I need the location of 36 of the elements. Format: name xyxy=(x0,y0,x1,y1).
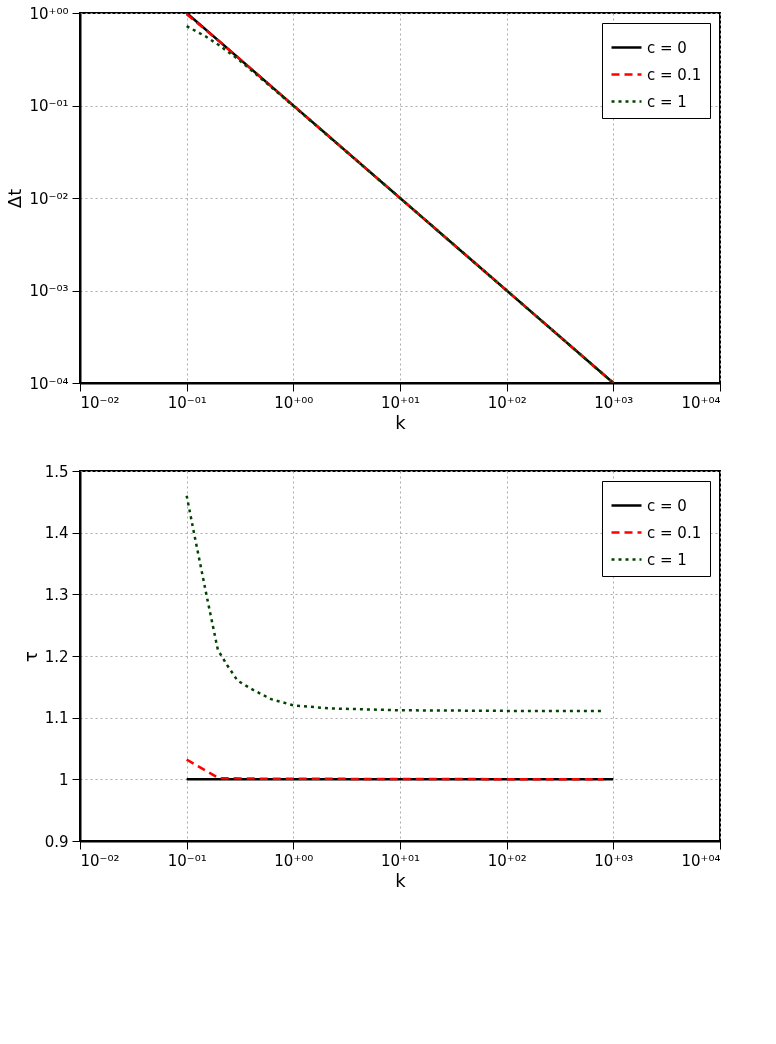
x-tick-label: 10⁻⁰¹ xyxy=(167,851,207,870)
y-tick-label: 1.5 xyxy=(44,462,69,481)
y-tick-label: 1.1 xyxy=(44,709,69,728)
legend-label: c = 0 xyxy=(647,38,687,57)
x-tick-label: 10⁺⁰² xyxy=(487,851,527,870)
x-axis-title: k xyxy=(395,411,407,433)
x-tick-label: 10⁻⁰² xyxy=(80,851,120,870)
x-tick-label: 10⁺⁰¹ xyxy=(380,851,421,870)
y-tick-label: 10⁻⁰³ xyxy=(29,282,69,300)
x-tick-label: 10⁺⁰⁴ xyxy=(681,851,721,870)
y-tick-label: 10⁺⁰⁰ xyxy=(29,4,69,23)
x-axis-title: k xyxy=(395,869,407,891)
legend-label: c = 0.1 xyxy=(647,65,702,84)
legend-label: c = 1 xyxy=(647,550,687,569)
x-tick-label: 10⁺⁰⁰ xyxy=(274,851,314,870)
y-tick-label: 0.9 xyxy=(44,832,69,851)
legend-label: c = 0.1 xyxy=(647,523,702,542)
y-tick-label: 10⁻⁰² xyxy=(29,189,69,208)
y-tick-label: 10⁻⁰¹ xyxy=(29,97,69,115)
x-tick-label: 10⁺⁰³ xyxy=(594,393,634,412)
y-tick-label: 1.4 xyxy=(44,524,69,543)
y-axis-title: τ xyxy=(19,651,41,662)
y-tick-label: 1.2 xyxy=(44,647,69,666)
x-tick-label: 10⁻⁰¹ xyxy=(167,393,207,412)
x-tick-label: 10⁺⁰⁰ xyxy=(274,393,314,412)
x-tick-label: 10⁺⁰¹ xyxy=(380,393,421,412)
y-tick-label: 1.3 xyxy=(44,585,69,604)
x-tick-label: 10⁺⁰⁴ xyxy=(681,393,721,412)
legend-label: c = 1 xyxy=(647,92,687,111)
legend-label: c = 0 xyxy=(647,496,687,515)
y-axis-title: Δt xyxy=(4,188,26,209)
x-tick-label: 10⁺⁰² xyxy=(487,393,527,412)
x-tick-label: 10⁺⁰³ xyxy=(594,851,634,870)
y-tick-label: 10⁻⁰⁴ xyxy=(29,374,69,393)
x-tick-label: 10⁻⁰² xyxy=(80,393,120,412)
y-tick-label: 1 xyxy=(58,770,69,789)
